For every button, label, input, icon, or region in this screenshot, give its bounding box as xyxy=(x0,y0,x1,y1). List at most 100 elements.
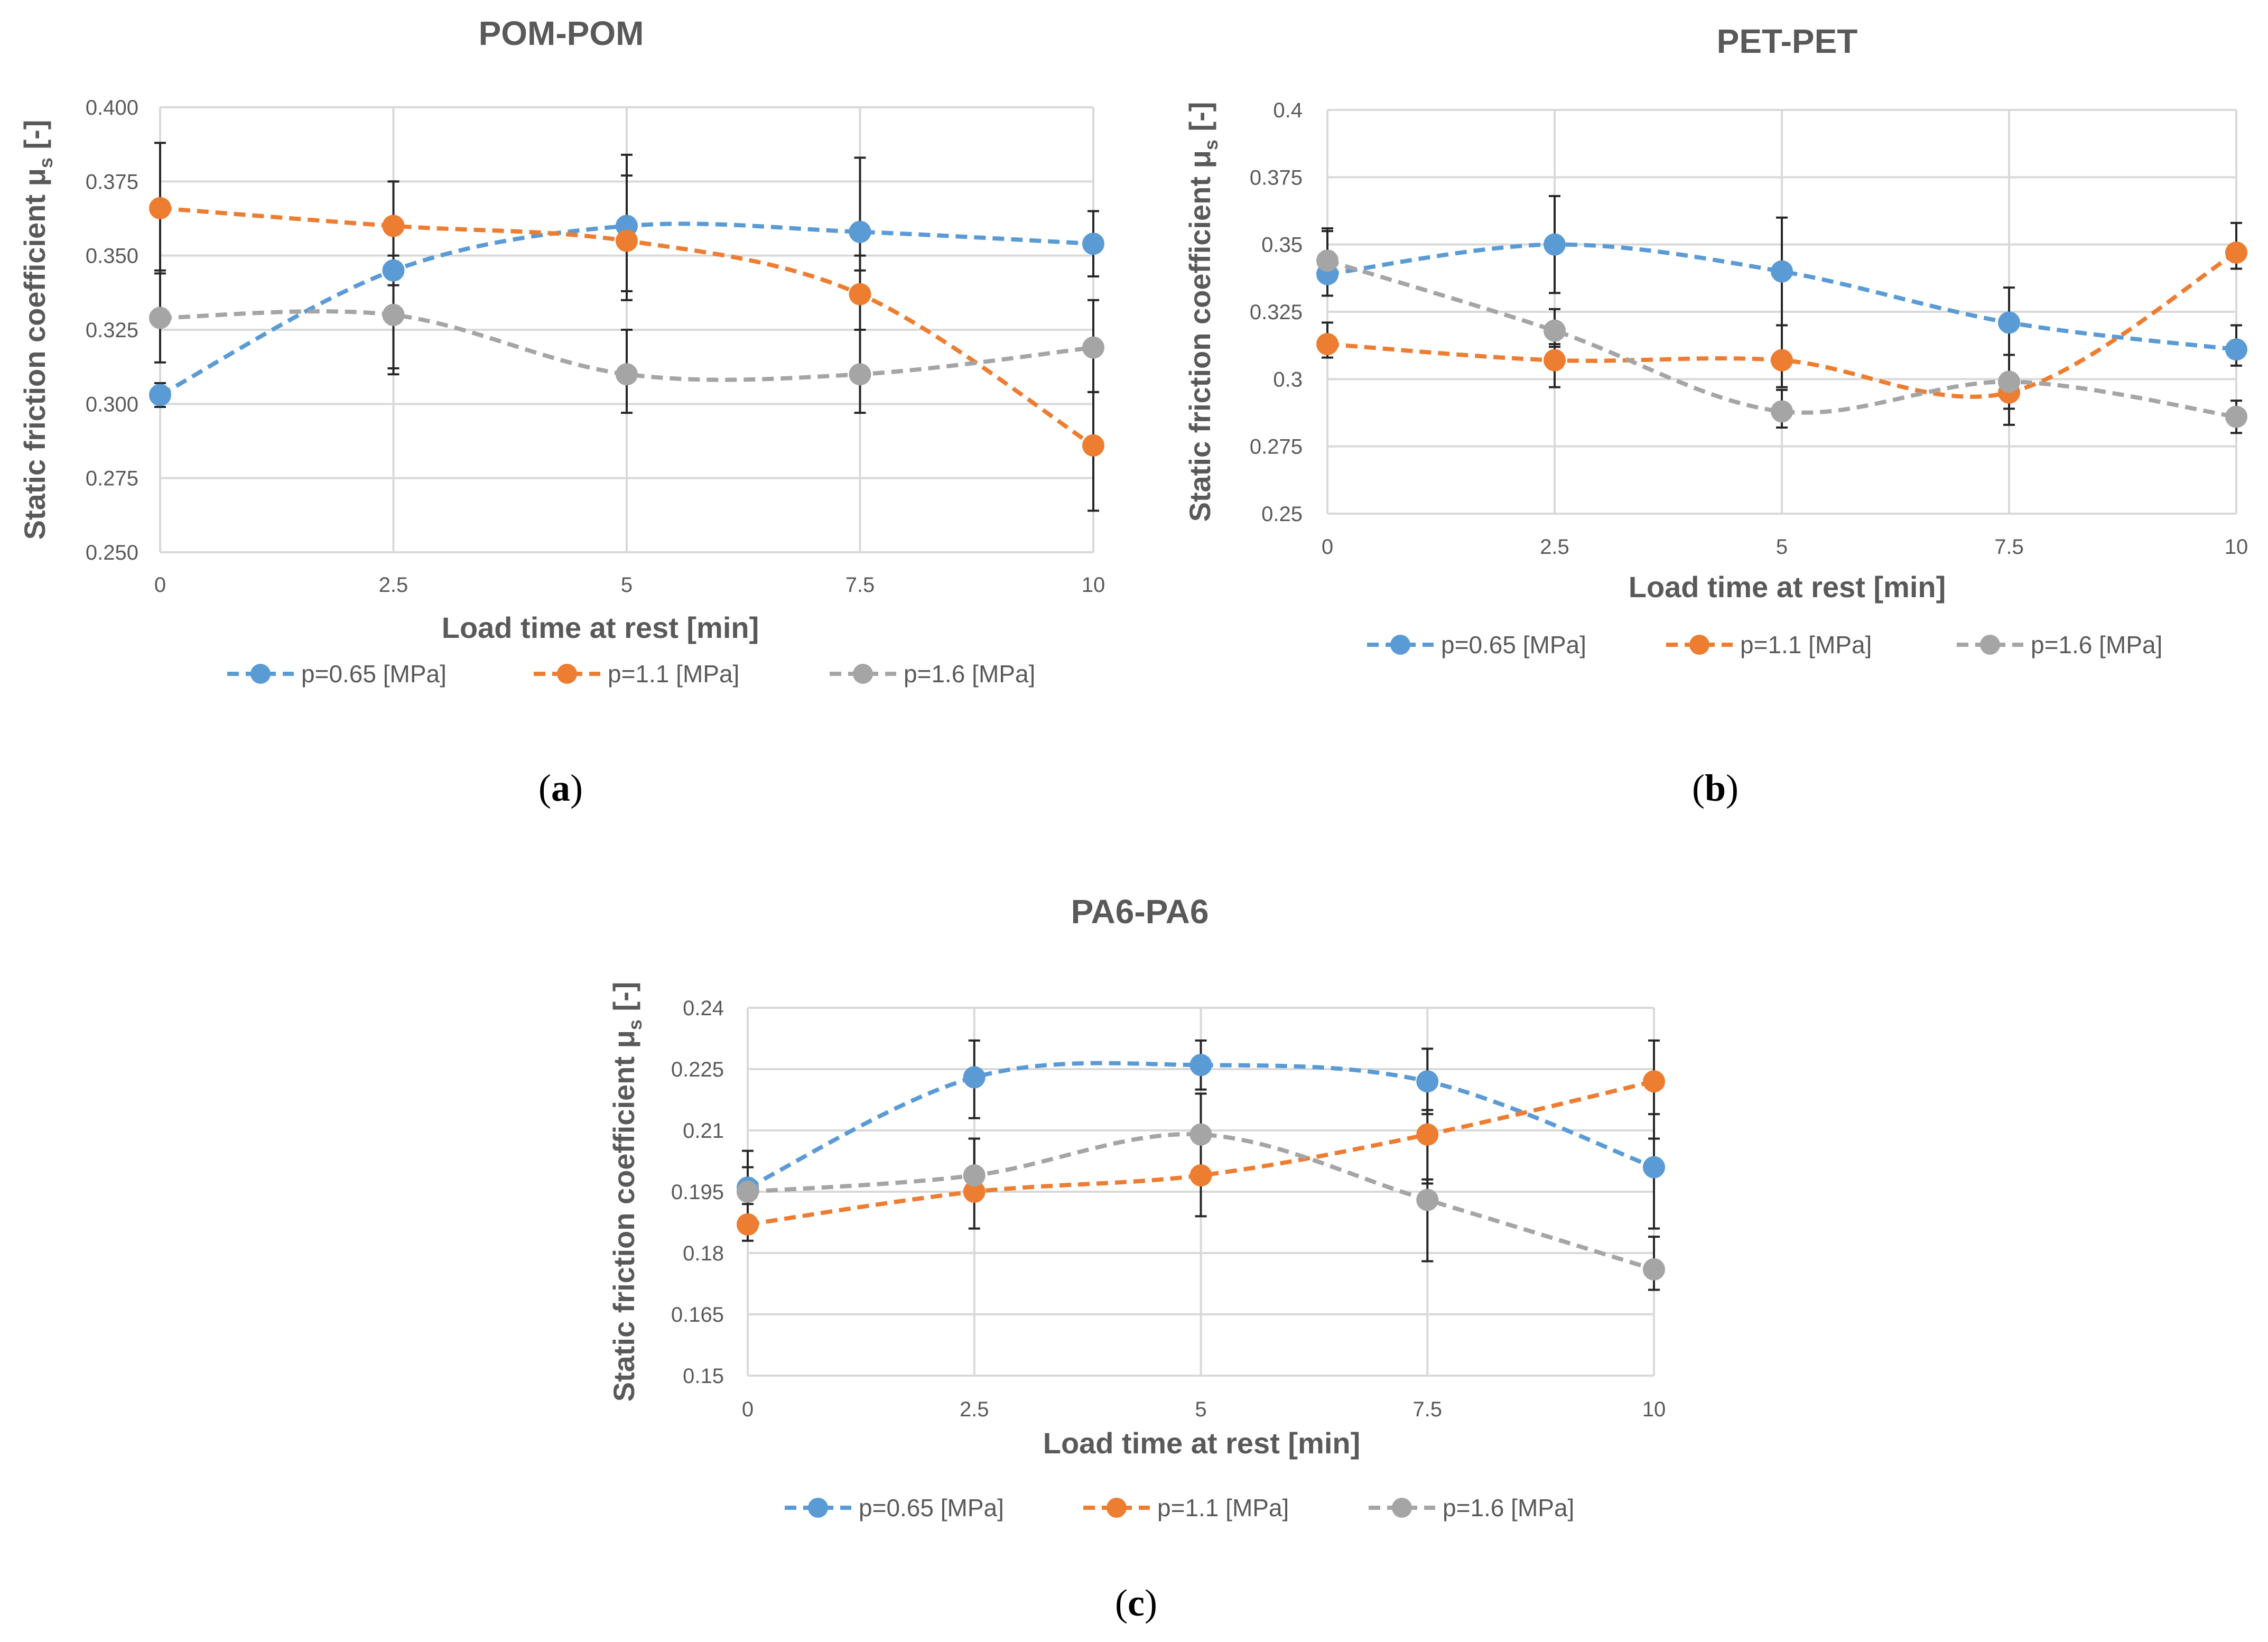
error-bar xyxy=(854,156,866,272)
y-axis-label: Static friction coefficient μs [-] xyxy=(18,120,57,540)
y-tick-label: 0.250 xyxy=(86,541,138,564)
data-point xyxy=(1189,1054,1212,1077)
series-line xyxy=(747,1079,1654,1227)
x-tick-label: 10 xyxy=(1642,1398,1666,1421)
data-point xyxy=(1544,349,1566,372)
legend-item: p=1.1 [MPa] xyxy=(534,660,739,688)
legend-label: p=1.6 [MPa] xyxy=(2031,631,2162,658)
y-tick-label: 0.375 xyxy=(86,170,138,193)
legend-label: p=1.1 [MPa] xyxy=(608,660,739,688)
data-point xyxy=(849,220,871,243)
y-tick-label: 0.3 xyxy=(1273,368,1303,391)
error-bar xyxy=(1421,1109,1434,1185)
legend-marker-icon xyxy=(557,664,577,684)
y-tick-label: 0.195 xyxy=(671,1181,724,1204)
data-point xyxy=(149,197,171,219)
y-tick-label: 0.18 xyxy=(683,1242,724,1265)
y-tick-label: 0.275 xyxy=(1250,435,1303,459)
data-point xyxy=(737,1181,759,1203)
data-point xyxy=(1643,1156,1665,1179)
x-tick-label: 7.5 xyxy=(845,573,875,597)
y-tick-label: 0.21 xyxy=(683,1119,724,1143)
x-tick-label: 2.5 xyxy=(379,573,408,597)
panel-caption: (c) xyxy=(1115,1582,1157,1624)
y-tick-label: 0.35 xyxy=(1261,234,1303,257)
legend-item: p=0.65 [MPa] xyxy=(785,1494,1004,1522)
data-point xyxy=(1082,233,1104,255)
data-point xyxy=(1082,434,1104,457)
x-axis-label: Load time at rest [min] xyxy=(442,611,759,644)
legend-item: p=0.65 [MPa] xyxy=(227,660,447,688)
legend-marker-icon xyxy=(808,1498,828,1518)
data-point xyxy=(1998,370,2020,393)
y-tick-label: 0.4 xyxy=(1273,99,1303,122)
y-tick-label: 0.375 xyxy=(1250,166,1303,189)
data-point xyxy=(963,1066,986,1089)
legend-item: p=1.1 [MPa] xyxy=(1083,1494,1289,1522)
data-point xyxy=(382,215,405,237)
data-point xyxy=(963,1164,986,1187)
y-tick-label: 0.350 xyxy=(86,245,138,268)
legend-marker-icon xyxy=(1390,635,1410,655)
data-point xyxy=(382,303,405,326)
y-tick-label: 0.275 xyxy=(86,467,138,490)
y-tick-label: 0.25 xyxy=(1261,503,1303,526)
data-point xyxy=(1082,336,1104,359)
y-tick-label: 0.325 xyxy=(1250,301,1303,324)
y-axis-label: Static friction coefficient μs [-] xyxy=(1183,102,1222,522)
y-axis-label: Static friction coefficient μs [-] xyxy=(607,982,646,1402)
panel-caption: (a) xyxy=(538,767,583,809)
data-point xyxy=(616,363,638,386)
data-point xyxy=(1643,1070,1665,1093)
x-tick-label: 7.5 xyxy=(1412,1398,1442,1421)
legend-marker-icon xyxy=(853,664,873,684)
legend-label: p=1.1 [MPa] xyxy=(1157,1494,1289,1522)
legend-item: p=1.6 [MPa] xyxy=(1369,1494,1574,1522)
data-point xyxy=(1544,233,1566,256)
legend-label: p=1.6 [MPa] xyxy=(1443,1494,1574,1522)
legend-marker-icon xyxy=(250,664,271,684)
error-bar xyxy=(387,284,399,369)
x-tick-label: 10 xyxy=(2225,535,2248,559)
x-tick-label: 0 xyxy=(154,573,166,597)
data-point xyxy=(1316,333,1339,356)
legend-label: p=0.65 [MPa] xyxy=(859,1494,1004,1522)
chart-pa6: PA6-PA6 0.15 0.165 0.18 0.195 0.21 0.225 0.24 0 2… xyxy=(607,893,1666,1624)
data-point xyxy=(849,363,871,386)
data-point xyxy=(1643,1258,1665,1281)
chart-pet: PET-PET 0.25 0.275 0.3 0.325 0.35 0.375 0.4 0 2.5… xyxy=(1183,22,2248,809)
x-tick-label: 10 xyxy=(1082,573,1105,597)
data-point xyxy=(849,283,871,305)
series-line xyxy=(1327,242,2237,352)
legend-item: p=0.65 [MPa] xyxy=(1367,631,1586,658)
series-line xyxy=(747,1061,1655,1190)
data-point xyxy=(1189,1123,1212,1146)
data-point xyxy=(1416,1070,1439,1093)
legend-marker-icon xyxy=(1689,635,1709,655)
x-tick-label: 5 xyxy=(621,573,633,597)
legend-label: p=0.65 [MPa] xyxy=(1441,631,1586,658)
data-point xyxy=(149,307,171,329)
data-point xyxy=(1771,260,1793,283)
legend-label: p=1.1 [MPa] xyxy=(1740,631,1872,658)
series-line xyxy=(160,309,1094,382)
series-line xyxy=(1327,251,2238,399)
legend-marker-icon xyxy=(1107,1498,1127,1518)
data-point xyxy=(1416,1123,1439,1146)
y-tick-label: 0.325 xyxy=(86,319,138,342)
legend-marker-icon xyxy=(1392,1498,1412,1518)
legend-item: p=1.6 [MPa] xyxy=(830,660,1035,688)
x-axis-label: Load time at rest [min] xyxy=(1043,1426,1361,1460)
legend-label: p=0.65 [MPa] xyxy=(301,660,447,688)
data-point xyxy=(2225,241,2247,264)
x-tick-label: 0 xyxy=(1322,535,1333,559)
x-tick-label: 2.5 xyxy=(1540,535,1569,559)
y-tick-label: 0.225 xyxy=(671,1058,724,1081)
data-point xyxy=(1544,319,1566,342)
legend-item: p=1.1 [MPa] xyxy=(1666,631,1872,658)
data-point xyxy=(1316,249,1339,272)
data-point xyxy=(2225,405,2247,428)
y-tick-label: 0.300 xyxy=(86,393,138,416)
x-tick-label: 2.5 xyxy=(960,1398,989,1421)
